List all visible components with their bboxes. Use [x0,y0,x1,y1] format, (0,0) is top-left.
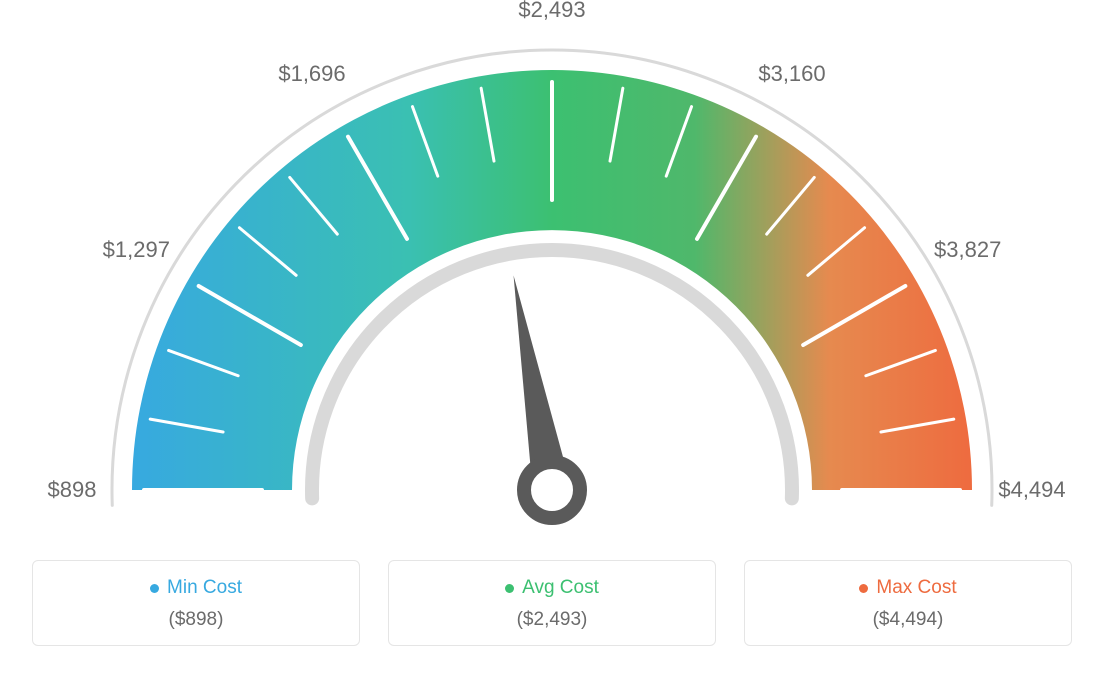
legend-max-value: ($4,494) [873,609,944,631]
legend-max-label: Max Cost [876,577,956,599]
legend-card-min: Min Cost ($898) [32,560,360,646]
gauge-svg [22,20,1082,550]
legend-card-avg: Avg Cost ($2,493) [388,560,716,646]
gauge-scale-label: $898 [48,477,97,503]
gauge-scale-label: $4,494 [998,477,1065,503]
legend-min-label: Min Cost [167,577,242,599]
gauge-scale-label: $1,297 [103,237,170,263]
gauge-scale-label: $2,493 [518,0,585,23]
legend-card-max: Max Cost ($4,494) [744,560,1072,646]
legend-avg-value: ($2,493) [517,609,588,631]
gauge-scale-label: $3,827 [934,237,1001,263]
gauge-scale-label: $1,696 [278,61,345,87]
legend-max-label-row: Max Cost [859,577,956,599]
gauge-scale-label: $3,160 [758,61,825,87]
dot-min [150,584,159,593]
dot-max [859,584,868,593]
legend-row: Min Cost ($898) Avg Cost ($2,493) Max Co… [32,560,1072,646]
dot-avg [505,584,514,593]
legend-avg-label-row: Avg Cost [505,577,599,599]
cost-gauge: $898$1,297$1,696$2,493$3,160$3,827$4,494 [22,20,1082,550]
legend-min-label-row: Min Cost [150,577,242,599]
legend-min-value: ($898) [169,609,224,631]
legend-avg-label: Avg Cost [522,577,599,599]
